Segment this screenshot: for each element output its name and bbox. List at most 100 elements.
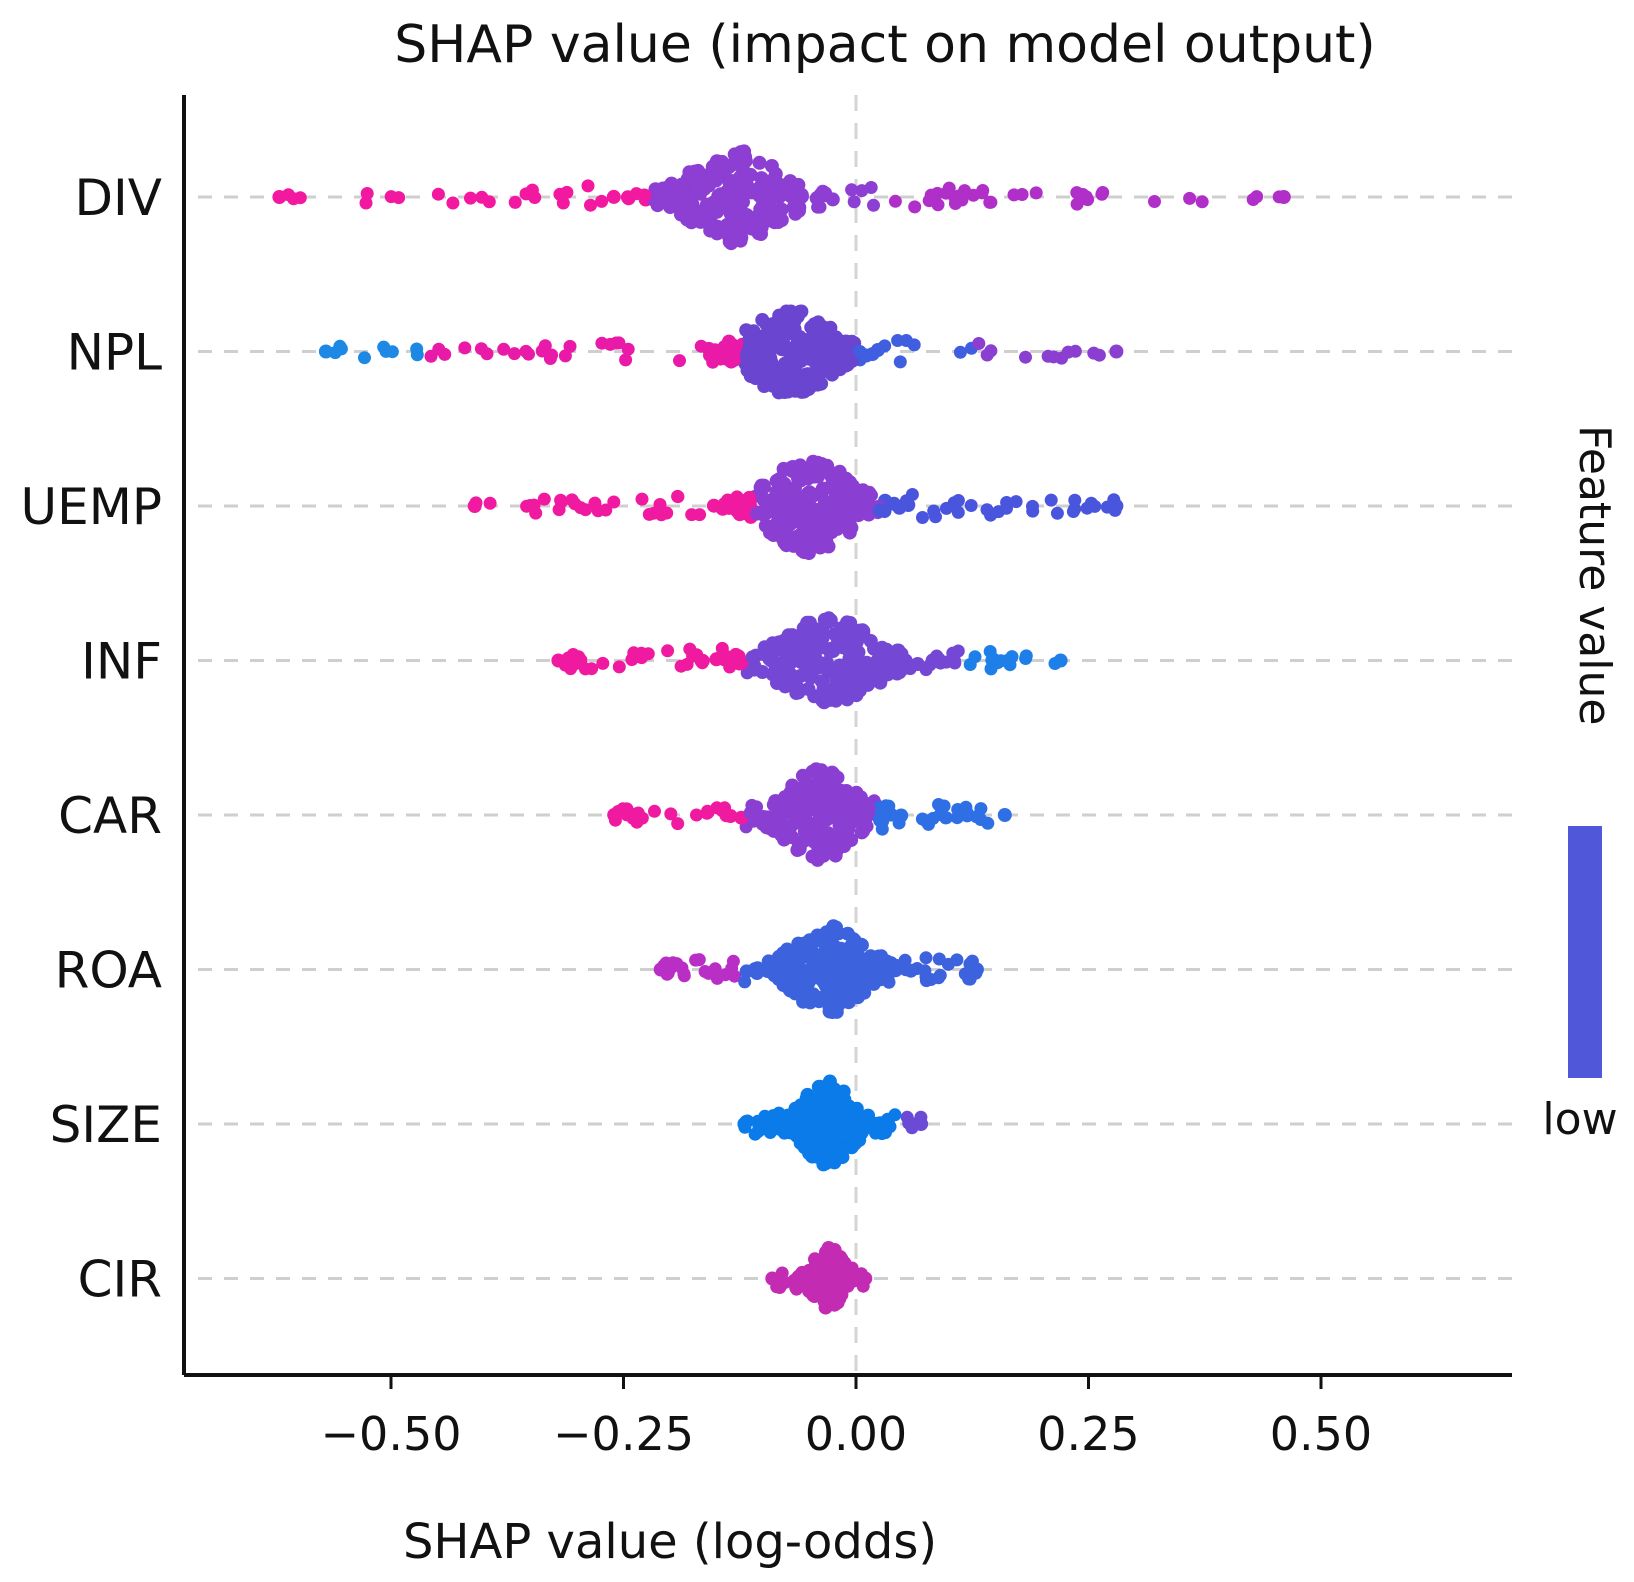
shap-point: [823, 839, 838, 854]
shap-point: [795, 1120, 810, 1135]
shap-point: [674, 207, 688, 222]
shap-point: [918, 964, 932, 978]
shap-point: [796, 811, 811, 826]
shap-point: [853, 790, 868, 805]
shap-extreme-point: [1109, 499, 1124, 513]
shap-point: [874, 648, 889, 663]
shap-point: [1070, 197, 1084, 211]
shap-point: [333, 339, 347, 353]
shap-point: [726, 954, 740, 968]
shap-point: [768, 659, 783, 674]
x-tick-label: −0.25: [553, 1407, 694, 1461]
shap-point: [947, 496, 961, 510]
shap-point: [648, 182, 663, 197]
shap-point: [719, 184, 734, 199]
shap-point: [782, 968, 797, 983]
feature-labels: DIV NPL UEMP INF CAR ROA SIZE CIR: [21, 169, 163, 1309]
shap-point: [755, 665, 770, 679]
swarm-inf: [551, 611, 1068, 710]
shap-point: [932, 952, 946, 966]
shap-point: [935, 799, 949, 813]
shap-point: [871, 949, 886, 964]
shap-point: [599, 503, 613, 517]
shap-extreme-point: [997, 808, 1012, 822]
shap-point: [724, 236, 739, 251]
shap-point: [595, 194, 609, 208]
shap-point: [1019, 350, 1032, 364]
shap-point: [360, 187, 374, 200]
swarm-npl: [318, 304, 1124, 400]
shap-point: [653, 498, 667, 511]
shap-point: [1068, 502, 1082, 516]
shap-point: [794, 187, 809, 202]
shap-extreme-point: [1109, 344, 1124, 359]
shap-point: [585, 662, 599, 676]
shap-point: [890, 643, 905, 658]
shap-point: [893, 659, 908, 674]
shap-point: [783, 651, 798, 666]
shap-point: [775, 1266, 789, 1280]
shap-point: [867, 198, 880, 212]
shap-point: [830, 632, 845, 647]
shap-point: [773, 642, 788, 657]
shap-point: [845, 183, 859, 197]
shap-point: [782, 805, 797, 820]
shap-point: [823, 692, 838, 707]
shap-point: [792, 376, 806, 391]
shap-extreme-point: [467, 499, 482, 513]
shap-point: [795, 768, 810, 783]
colorbar-low-label: low: [1542, 1094, 1617, 1145]
colorbar-title: Feature value: [1569, 425, 1620, 725]
shap-point: [781, 628, 796, 643]
shap-point: [744, 185, 759, 200]
shap-point: [723, 220, 738, 235]
shap-point: [464, 191, 477, 205]
shap-point: [806, 467, 821, 482]
shap-point: [680, 657, 694, 671]
shap-point: [826, 919, 841, 934]
shap-point: [790, 843, 805, 857]
shap-point: [894, 808, 909, 823]
shap-point: [664, 807, 678, 821]
shap-point: [827, 507, 842, 522]
shap-point: [1044, 493, 1058, 507]
shap-point: [833, 1103, 848, 1118]
shap-point: [722, 334, 736, 349]
shap-point: [814, 674, 829, 689]
shap-point: [873, 972, 888, 987]
shap-point: [916, 511, 929, 524]
shap-point: [483, 496, 497, 510]
shap-point: [737, 144, 752, 159]
shap-point: [719, 968, 732, 982]
shap-point: [825, 797, 839, 812]
shap-point: [733, 169, 748, 184]
shap-extreme-point: [1053, 653, 1068, 668]
shap-point: [738, 975, 752, 989]
shap-point: [838, 1275, 853, 1290]
shap-point: [837, 798, 852, 813]
shap-point: [809, 818, 824, 833]
shap-point: [975, 186, 989, 200]
shap-point: [844, 520, 859, 535]
shap-point: [959, 800, 973, 814]
shap-point: [812, 994, 826, 1009]
shap-point: [776, 461, 791, 476]
shap-point: [631, 806, 645, 820]
shap-point: [849, 1111, 864, 1126]
shap-point: [816, 1252, 831, 1267]
shap-point: [537, 492, 551, 506]
shap-point: [779, 183, 794, 198]
shap-point: [972, 337, 986, 350]
shap-point: [1095, 187, 1109, 201]
shap-point: [750, 961, 765, 976]
shap-point: [827, 1155, 842, 1170]
shap-point: [1092, 348, 1106, 362]
shap-point: [832, 333, 847, 348]
shap-point: [1001, 653, 1015, 667]
shap-point: [760, 326, 775, 341]
shap-point: [856, 499, 871, 514]
shap-extreme-point: [1276, 190, 1291, 204]
shap-point: [507, 347, 521, 361]
shap-point: [811, 1079, 826, 1094]
shap-point: [1068, 344, 1082, 358]
